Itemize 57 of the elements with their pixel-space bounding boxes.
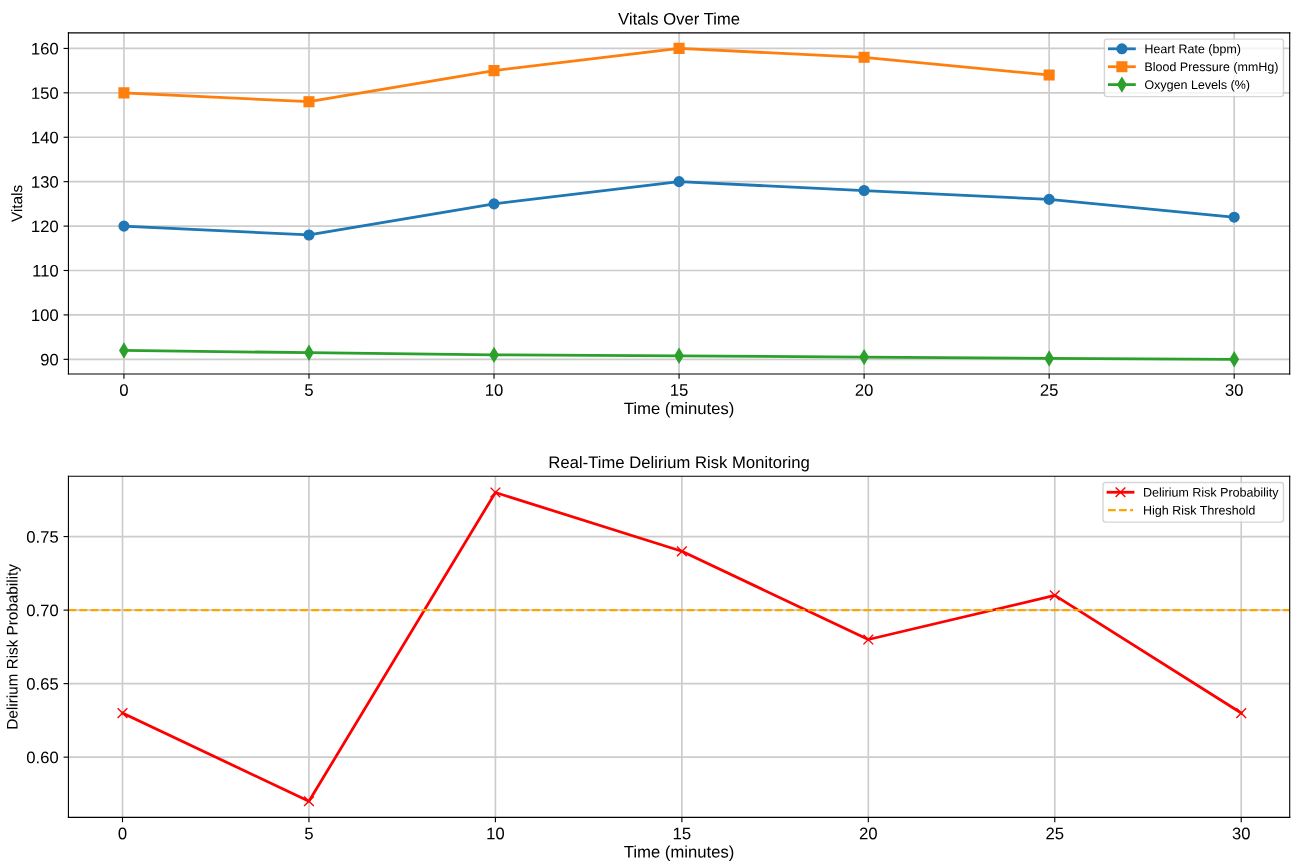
y-tick-label: 90 bbox=[40, 353, 59, 366]
legend-label: Heart Rate (bpm) bbox=[1145, 44, 1241, 56]
point bbox=[673, 176, 685, 188]
legend-label: High Risk Threshold bbox=[1144, 505, 1255, 518]
chart-title: Vitals Over Time bbox=[618, 12, 740, 25]
point bbox=[1043, 69, 1055, 81]
y-axis-title: Delirium Risk Probability bbox=[6, 564, 21, 729]
y-tick-label: 0.75 bbox=[26, 531, 59, 543]
point bbox=[303, 795, 315, 807]
x-tick-label: 5 bbox=[304, 827, 313, 840]
y-tick-label: 130 bbox=[32, 176, 59, 188]
x-tick-label: 0 bbox=[118, 827, 127, 840]
point bbox=[118, 220, 130, 232]
x-tick-label: 30 bbox=[1232, 827, 1250, 840]
point bbox=[673, 42, 685, 54]
x-tick-label: 20 bbox=[855, 384, 873, 396]
y-tick-label: 140 bbox=[32, 131, 59, 144]
y-tick-label: 100 bbox=[32, 309, 59, 322]
y-tick-label: 160 bbox=[32, 42, 59, 55]
point bbox=[862, 633, 874, 646]
y-axis-title: Vitals bbox=[11, 185, 23, 222]
x-tick-label: 10 bbox=[486, 384, 503, 396]
x-tick-label: 15 bbox=[673, 827, 691, 840]
x-tick-label: 0 bbox=[119, 384, 128, 396]
point bbox=[1235, 707, 1247, 719]
chart-title: Real-Time Delirium Risk Monitoring bbox=[549, 455, 809, 472]
point bbox=[489, 486, 501, 499]
x-tick-label: 30 bbox=[1225, 384, 1243, 396]
point bbox=[1049, 589, 1061, 601]
x-tick-label: 5 bbox=[305, 384, 313, 396]
point bbox=[1228, 211, 1240, 223]
point bbox=[303, 96, 315, 108]
point bbox=[116, 707, 129, 719]
y-tick-label: 0.70 bbox=[26, 604, 59, 617]
x-tick-label: 10 bbox=[487, 827, 505, 840]
point bbox=[488, 65, 500, 77]
point bbox=[858, 51, 870, 63]
point bbox=[303, 229, 315, 241]
point bbox=[1043, 193, 1055, 205]
point bbox=[488, 198, 500, 210]
y-tick-label: 150 bbox=[32, 87, 59, 100]
legend-label: Oxygen Levels (%) bbox=[1144, 79, 1250, 92]
point bbox=[118, 87, 130, 99]
x-axis-title: Time (minutes) bbox=[624, 402, 734, 418]
point bbox=[858, 184, 870, 197]
legend-label: Blood Pressure (mmHg) bbox=[1145, 62, 1278, 74]
x-tick-label: 15 bbox=[671, 384, 688, 396]
point bbox=[676, 545, 688, 557]
x-tick-label: 25 bbox=[1046, 827, 1064, 840]
legend-label: Delirium Risk Probability bbox=[1144, 487, 1279, 500]
x-axis-title: Time (minutes) bbox=[624, 845, 734, 861]
x-tick-label: 20 bbox=[859, 827, 877, 840]
y-tick-label: 0.65 bbox=[26, 678, 59, 690]
x-tick-label: 25 bbox=[1040, 384, 1058, 396]
y-tick-label: 110 bbox=[33, 264, 59, 277]
y-tick-label: 120 bbox=[32, 220, 59, 233]
y-tick-label: 0.60 bbox=[26, 751, 59, 764]
